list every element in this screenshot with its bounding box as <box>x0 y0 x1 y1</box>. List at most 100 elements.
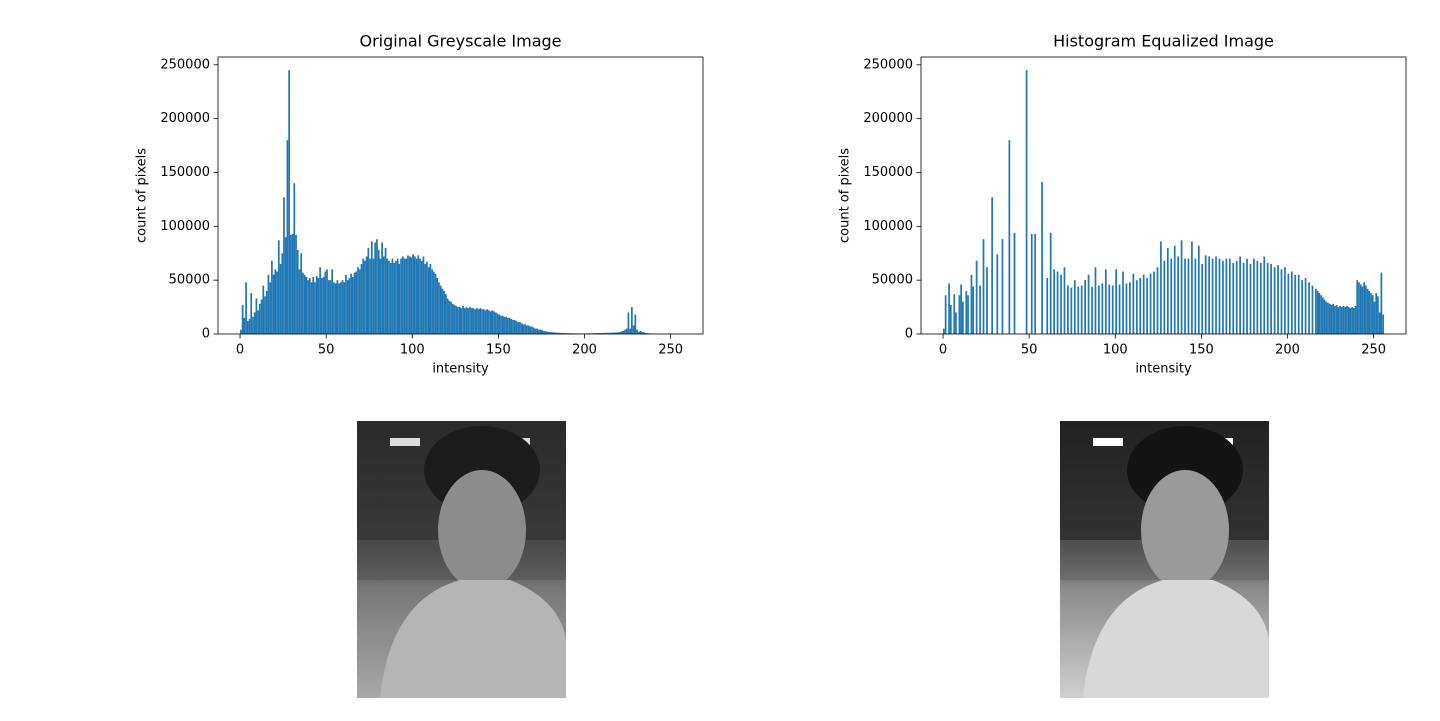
histogram-bar <box>1290 271 1293 334</box>
histogram-bar <box>405 258 408 334</box>
histogram-bar <box>525 325 528 334</box>
y-tick-label: 50000 <box>872 273 913 288</box>
histogram-bar <box>986 267 988 334</box>
histogram-bar <box>646 333 649 334</box>
histogram-bar <box>422 256 425 334</box>
histogram-bar <box>625 328 628 334</box>
histogram-bar <box>308 278 311 334</box>
histogram-bar <box>510 318 513 334</box>
y-tick-label: 100000 <box>863 219 913 234</box>
histogram-bar <box>508 317 511 334</box>
histogram-bar <box>288 70 290 334</box>
histogram-bar <box>594 333 597 334</box>
histogram-bar <box>538 329 540 334</box>
histogram-bar <box>996 254 999 334</box>
histogram-bar <box>362 258 365 334</box>
histogram-bar <box>624 329 626 334</box>
histogram-bar <box>1327 302 1329 334</box>
histogram-bar <box>1346 306 1348 334</box>
histogram-bar <box>598 333 601 334</box>
histogram-bar <box>338 283 340 334</box>
histogram-bar <box>622 330 625 334</box>
histogram-bar <box>1184 258 1186 334</box>
histogram-bar <box>240 329 242 334</box>
histogram-bar <box>1361 286 1364 334</box>
histogram-bar <box>458 307 461 334</box>
histogram-bar <box>419 258 421 334</box>
histogram-bar <box>1135 280 1138 334</box>
x-tick-label: 50 <box>1021 343 1038 358</box>
histogram-bar <box>631 307 633 334</box>
histogram-bar <box>513 320 516 334</box>
histogram-bar <box>1208 256 1211 334</box>
histogram-bar <box>314 282 316 334</box>
axes-frame <box>920 56 1407 335</box>
histogram-bar <box>271 260 273 334</box>
histogram-bar <box>562 333 564 334</box>
histogram-bar <box>527 325 530 334</box>
histogram-bar <box>252 316 254 334</box>
histogram-bar <box>246 321 249 334</box>
histogram-bar <box>443 290 445 334</box>
y-tick-label: 150000 <box>160 165 210 180</box>
histogram-bar <box>453 304 456 334</box>
histogram-bar <box>269 282 272 334</box>
histogram-bar <box>257 310 259 334</box>
histogram-bar <box>491 310 494 334</box>
axes-frame <box>217 56 704 335</box>
histogram-bar <box>1280 269 1283 334</box>
x-tick-label: 250 <box>658 343 683 358</box>
histogram-bar <box>606 332 609 334</box>
histogram-bar <box>284 237 287 334</box>
histogram-bar <box>548 331 551 334</box>
histogram-bar <box>1330 304 1333 334</box>
histogram-bar <box>529 326 532 334</box>
histogram-bar <box>407 255 409 334</box>
histogram-bar <box>1356 280 1359 334</box>
histogram-bar <box>1156 267 1159 334</box>
histogram-bar <box>260 299 263 334</box>
histogram-bar <box>1232 262 1235 334</box>
histogram-bar <box>1315 288 1317 334</box>
y-tick-label: 50000 <box>169 273 210 288</box>
histogram-bar <box>353 272 356 334</box>
histogram-bar <box>1284 267 1286 334</box>
histogram-bar <box>1321 297 1324 334</box>
histogram-bar <box>286 140 289 334</box>
histogram-bar <box>312 276 315 334</box>
histogram-bar <box>505 316 508 334</box>
histogram-bar <box>1084 280 1086 334</box>
histogram-bar <box>975 260 978 334</box>
y-tick-label: 0 <box>905 327 913 342</box>
histogram-bar <box>1170 258 1173 334</box>
histogram-bar <box>1173 245 1176 334</box>
x-tick-label: 200 <box>1275 343 1300 358</box>
histogram-bar <box>600 333 602 334</box>
histogram-bar <box>1063 267 1066 334</box>
histogram-bar <box>281 253 284 334</box>
histogram-bar <box>965 290 968 334</box>
histogram-bar <box>1259 262 1262 334</box>
histogram-bar <box>326 269 328 334</box>
histogram-bar <box>1187 258 1190 334</box>
histogram-bar <box>1378 312 1381 334</box>
histogram-bar <box>1332 303 1335 334</box>
histogram-bar <box>620 331 623 334</box>
histogram-bar <box>1320 295 1322 334</box>
histogram-bar <box>1166 247 1169 334</box>
histogram-bar <box>413 256 416 334</box>
histogram-bar <box>432 271 435 334</box>
histogram-bar <box>336 280 339 334</box>
y-tick-label: 200000 <box>863 111 913 126</box>
histogram-bar <box>357 267 359 334</box>
histogram-bar <box>1160 241 1162 334</box>
histogram-bar <box>500 315 502 334</box>
histogram-bar <box>972 286 975 334</box>
histogram-bar <box>401 256 404 334</box>
x-axis-label: intensity <box>432 362 489 377</box>
histogram-bar <box>474 309 477 334</box>
x-tick-label: 0 <box>939 343 947 358</box>
histogram-chart: 0 50 100 150 200 250 0 50000 100000 150000 200000 2… <box>838 32 1407 377</box>
histogram-bar <box>608 332 611 334</box>
